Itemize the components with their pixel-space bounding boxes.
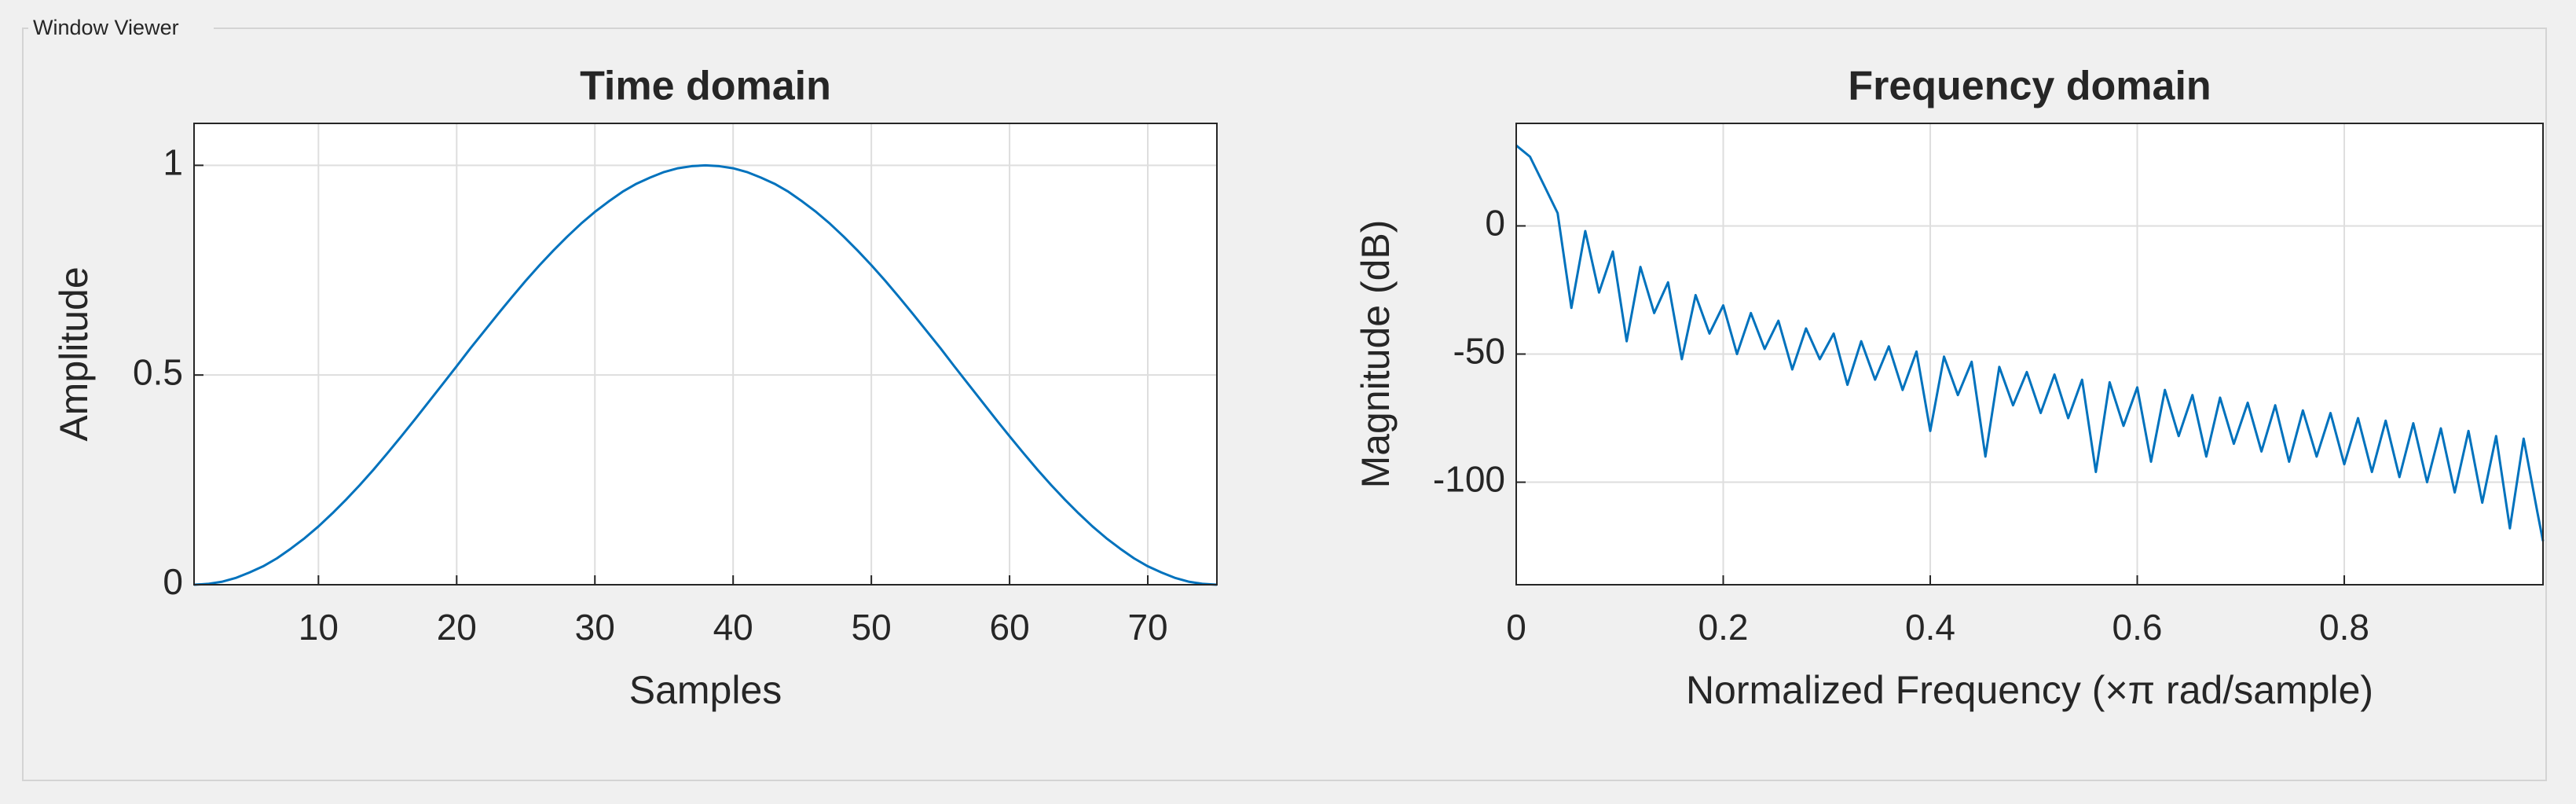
x-tick-label: 40 [713,607,753,648]
y-tick-label: 0 [1485,203,1505,244]
x-tick-label: 60 [989,607,1029,648]
data-line [1515,144,2545,542]
x-tick-label: 0 [1506,607,1526,648]
y-tick-label: 1 [163,142,183,183]
y-tick-label: -50 [1453,331,1505,372]
axes-box [193,123,1218,586]
x-tick-label: 70 [1127,607,1167,648]
y-axis-label: Magnitude (dB) [1354,220,1398,489]
data-line [193,163,1218,586]
axes-background [194,123,1217,585]
y-tick-label: 0.5 [133,351,183,392]
y-axis-label: Amplitude [52,266,96,441]
x-tick-label: 20 [437,607,477,648]
chart-title: Time domain [580,64,831,109]
panel-title: Window Viewer [33,16,179,39]
x-tick-label: 0.2 [1698,607,1749,648]
x-tick-label: 0.6 [2112,607,2163,648]
x-tick-label: 50 [852,607,892,648]
x-tick-label: 0.4 [1905,607,1955,648]
x-tick-label: 10 [299,607,339,648]
axes-box [1515,123,2544,586]
x-tick-label: 0.8 [2319,607,2369,648]
y-tick-label: -100 [1433,459,1505,500]
chart-title: Frequency domain [1848,64,2211,109]
x-axis-label: Normalized Frequency (×π rad/sample) [1686,668,2373,712]
x-tick-label: 30 [575,607,615,648]
panel-title-bg [28,19,214,39]
x-axis-label: Samples [629,668,782,712]
y-tick-label: 0 [163,561,183,602]
